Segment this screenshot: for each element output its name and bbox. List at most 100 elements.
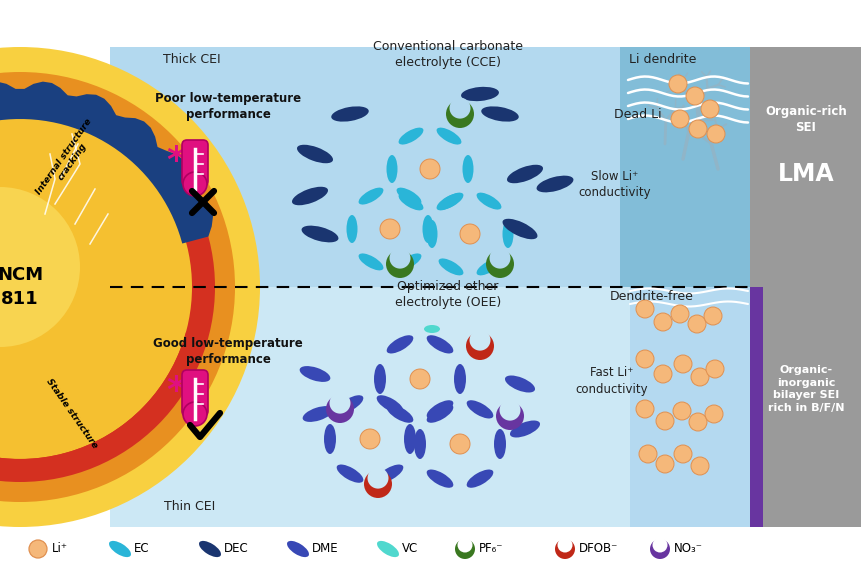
Ellipse shape xyxy=(506,165,542,183)
Circle shape xyxy=(635,300,653,318)
Ellipse shape xyxy=(426,405,453,423)
Polygon shape xyxy=(749,287,762,527)
Text: Organic-rich
SEI: Organic-rich SEI xyxy=(765,104,846,134)
Text: Poor low-temperature
performance: Poor low-temperature performance xyxy=(155,91,300,121)
Circle shape xyxy=(0,72,235,502)
Text: DME: DME xyxy=(312,542,338,556)
Text: Organic-
inorganic
bilayer SEI
rich in B/F/N: Organic- inorganic bilayer SEI rich in B… xyxy=(767,366,843,413)
Circle shape xyxy=(670,110,688,128)
Polygon shape xyxy=(110,47,749,287)
Ellipse shape xyxy=(287,541,308,557)
Circle shape xyxy=(653,313,672,331)
Ellipse shape xyxy=(396,254,421,270)
Polygon shape xyxy=(110,287,749,527)
Text: Internal structure
cracking: Internal structure cracking xyxy=(34,117,102,201)
Circle shape xyxy=(380,219,400,239)
Circle shape xyxy=(668,75,686,93)
Text: NO₃⁻: NO₃⁻ xyxy=(673,542,703,556)
Circle shape xyxy=(673,445,691,463)
Ellipse shape xyxy=(387,405,413,423)
Ellipse shape xyxy=(374,364,386,394)
Ellipse shape xyxy=(422,215,433,243)
Circle shape xyxy=(445,100,474,128)
Ellipse shape xyxy=(454,364,466,394)
Polygon shape xyxy=(0,332,196,470)
Circle shape xyxy=(706,125,724,143)
Circle shape xyxy=(635,350,653,368)
Circle shape xyxy=(554,539,574,559)
Polygon shape xyxy=(749,47,861,527)
Circle shape xyxy=(325,395,354,423)
Circle shape xyxy=(672,402,691,420)
Text: Li dendrite: Li dendrite xyxy=(629,52,696,65)
FancyBboxPatch shape xyxy=(182,370,208,416)
Ellipse shape xyxy=(462,155,473,183)
Circle shape xyxy=(655,412,673,430)
Circle shape xyxy=(688,413,706,431)
Text: *: * xyxy=(166,374,185,408)
Circle shape xyxy=(653,365,672,383)
Circle shape xyxy=(183,402,207,426)
Ellipse shape xyxy=(297,145,332,163)
Ellipse shape xyxy=(502,220,513,248)
Ellipse shape xyxy=(387,335,413,354)
Circle shape xyxy=(685,87,703,105)
Ellipse shape xyxy=(376,541,399,557)
Ellipse shape xyxy=(337,464,362,483)
Circle shape xyxy=(705,360,723,378)
Ellipse shape xyxy=(386,155,397,183)
Ellipse shape xyxy=(199,541,220,557)
Ellipse shape xyxy=(301,226,338,242)
Circle shape xyxy=(687,315,705,333)
Ellipse shape xyxy=(426,335,453,354)
Ellipse shape xyxy=(476,193,501,210)
Circle shape xyxy=(0,187,80,347)
Ellipse shape xyxy=(436,193,461,211)
Circle shape xyxy=(367,468,388,488)
Ellipse shape xyxy=(493,429,505,459)
Text: VC: VC xyxy=(401,542,418,556)
Ellipse shape xyxy=(292,187,328,205)
Circle shape xyxy=(495,402,523,430)
Ellipse shape xyxy=(300,366,330,382)
Circle shape xyxy=(329,393,350,414)
Ellipse shape xyxy=(480,106,518,122)
Circle shape xyxy=(469,329,490,351)
Ellipse shape xyxy=(398,127,423,145)
Text: Good low-temperature
performance: Good low-temperature performance xyxy=(153,338,302,367)
Circle shape xyxy=(449,434,469,454)
Text: EC: EC xyxy=(133,542,150,556)
Ellipse shape xyxy=(331,106,369,122)
Circle shape xyxy=(557,537,572,553)
Circle shape xyxy=(460,224,480,244)
Circle shape xyxy=(457,537,472,553)
Text: Thin CEI: Thin CEI xyxy=(164,499,215,513)
Ellipse shape xyxy=(424,325,439,333)
Ellipse shape xyxy=(436,127,461,145)
Ellipse shape xyxy=(376,395,403,413)
Ellipse shape xyxy=(302,406,333,422)
Circle shape xyxy=(673,355,691,373)
Text: NCM
811: NCM 811 xyxy=(0,266,43,308)
Circle shape xyxy=(419,159,439,179)
Text: LMA: LMA xyxy=(777,162,833,186)
Ellipse shape xyxy=(346,215,357,243)
Ellipse shape xyxy=(476,258,501,276)
Text: DFOB⁻: DFOB⁻ xyxy=(579,542,617,556)
Ellipse shape xyxy=(376,464,403,483)
Ellipse shape xyxy=(426,400,453,418)
Polygon shape xyxy=(0,82,213,243)
Circle shape xyxy=(363,470,392,498)
Circle shape xyxy=(455,539,474,559)
Circle shape xyxy=(29,540,47,558)
Circle shape xyxy=(688,120,706,138)
Circle shape xyxy=(183,172,207,196)
Ellipse shape xyxy=(358,254,383,270)
Circle shape xyxy=(700,100,718,118)
Ellipse shape xyxy=(510,421,539,437)
Text: Dendrite-free: Dendrite-free xyxy=(610,289,693,302)
Circle shape xyxy=(0,47,260,527)
Circle shape xyxy=(691,457,709,475)
Ellipse shape xyxy=(398,193,423,211)
Circle shape xyxy=(649,539,669,559)
